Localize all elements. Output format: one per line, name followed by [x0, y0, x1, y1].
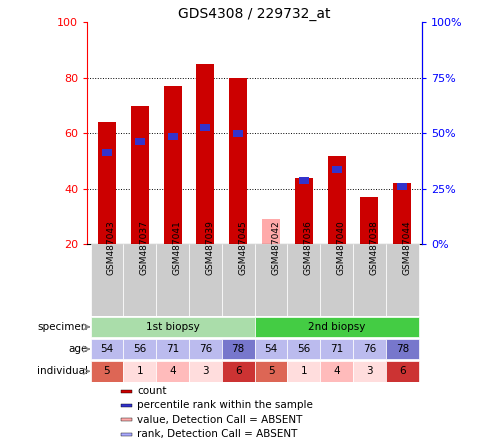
Bar — [131, 106, 149, 244]
Bar — [123, 244, 156, 316]
Bar — [385, 339, 418, 359]
Bar — [121, 390, 132, 392]
Bar — [360, 197, 378, 244]
Bar — [121, 418, 132, 421]
Bar — [352, 244, 385, 316]
Text: 71: 71 — [166, 344, 179, 354]
Bar — [167, 133, 177, 139]
Bar — [156, 361, 189, 381]
Bar — [352, 361, 385, 381]
Bar — [121, 404, 132, 407]
Text: value, Detection Call = ABSENT: value, Detection Call = ABSENT — [137, 415, 302, 425]
Bar — [121, 432, 132, 436]
Bar — [156, 244, 189, 316]
Bar — [331, 166, 341, 173]
Bar — [352, 339, 385, 359]
Text: percentile rank within the sample: percentile rank within the sample — [137, 400, 313, 411]
Text: GSM487043: GSM487043 — [107, 221, 116, 275]
Text: GSM487037: GSM487037 — [139, 221, 149, 275]
Text: 56: 56 — [133, 344, 146, 354]
Text: 71: 71 — [329, 344, 343, 354]
Bar — [189, 339, 221, 359]
Bar — [294, 178, 312, 244]
Text: 3: 3 — [202, 366, 208, 377]
Bar — [221, 339, 254, 359]
Bar — [196, 64, 214, 244]
Text: 1: 1 — [300, 366, 306, 377]
Text: rank, Detection Call = ABSENT: rank, Detection Call = ABSENT — [137, 429, 297, 439]
Bar — [123, 339, 156, 359]
Title: GDS4308 / 229732_at: GDS4308 / 229732_at — [178, 7, 330, 21]
Text: GSM487041: GSM487041 — [172, 221, 181, 275]
Text: 78: 78 — [231, 344, 244, 354]
Text: 6: 6 — [234, 366, 241, 377]
Bar — [254, 361, 287, 381]
Text: GSM487036: GSM487036 — [303, 221, 312, 275]
Text: 4: 4 — [333, 366, 339, 377]
Bar — [298, 177, 308, 184]
Text: count: count — [137, 386, 166, 396]
Text: GSM487042: GSM487042 — [271, 221, 279, 275]
Bar — [189, 361, 221, 381]
Text: age: age — [68, 344, 88, 354]
Bar — [287, 339, 319, 359]
Text: individual: individual — [37, 366, 88, 377]
Bar — [156, 339, 189, 359]
Text: 76: 76 — [362, 344, 375, 354]
Bar — [200, 124, 210, 131]
Text: 4: 4 — [169, 366, 176, 377]
Text: GSM487040: GSM487040 — [336, 221, 345, 275]
Text: 2nd biopsy: 2nd biopsy — [307, 322, 364, 332]
Bar — [91, 317, 254, 337]
Bar — [319, 339, 352, 359]
Text: 6: 6 — [398, 366, 405, 377]
Bar — [327, 155, 345, 244]
Bar — [91, 339, 123, 359]
Bar — [393, 183, 410, 244]
Bar — [91, 361, 123, 381]
Bar — [91, 244, 123, 316]
Bar — [135, 138, 144, 145]
Bar — [254, 244, 287, 316]
Bar — [319, 361, 352, 381]
Text: 54: 54 — [264, 344, 277, 354]
Text: GSM487039: GSM487039 — [205, 221, 214, 275]
Text: 78: 78 — [395, 344, 408, 354]
Bar — [123, 361, 156, 381]
Bar — [385, 244, 418, 316]
Bar — [319, 244, 352, 316]
Text: 56: 56 — [297, 344, 310, 354]
Bar — [261, 219, 279, 244]
Text: 5: 5 — [267, 366, 274, 377]
Text: 1st biopsy: 1st biopsy — [145, 322, 199, 332]
Bar — [102, 149, 112, 156]
Text: 54: 54 — [100, 344, 113, 354]
Bar — [254, 339, 287, 359]
Text: GSM487044: GSM487044 — [401, 221, 410, 275]
Bar — [189, 244, 221, 316]
Bar — [287, 244, 319, 316]
Bar — [163, 86, 181, 244]
Bar — [221, 244, 254, 316]
Bar — [254, 317, 418, 337]
Text: 5: 5 — [104, 366, 110, 377]
Text: 76: 76 — [198, 344, 212, 354]
Text: specimen: specimen — [37, 322, 88, 332]
Bar — [385, 361, 418, 381]
Text: 3: 3 — [365, 366, 372, 377]
Bar — [98, 122, 116, 244]
Text: 1: 1 — [136, 366, 143, 377]
Bar — [233, 130, 242, 137]
Bar — [221, 361, 254, 381]
Bar — [396, 182, 407, 190]
Bar — [229, 78, 247, 244]
Text: GSM487045: GSM487045 — [238, 221, 247, 275]
Bar — [287, 361, 319, 381]
Text: GSM487038: GSM487038 — [369, 221, 378, 275]
